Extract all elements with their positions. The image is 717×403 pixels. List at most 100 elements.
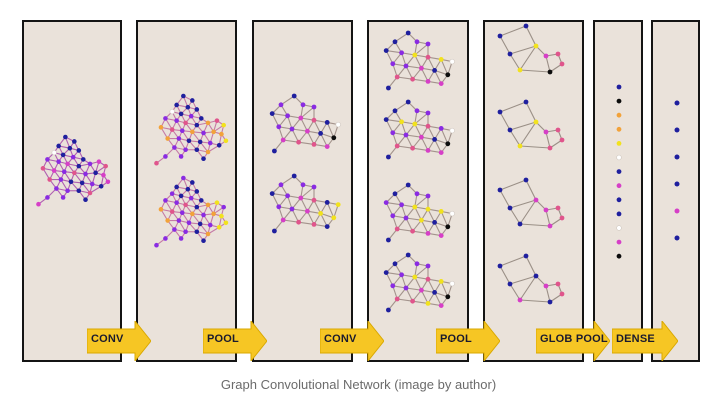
pool-arrow-2: POOL <box>436 321 500 361</box>
graph-edge <box>386 119 402 123</box>
graph-edge <box>385 50 394 65</box>
graph-edge <box>414 54 422 69</box>
graph-edge <box>283 139 299 143</box>
graph-node <box>425 276 431 282</box>
graph-node <box>183 120 188 126</box>
graph-edge <box>394 32 409 43</box>
graph-node <box>410 228 415 234</box>
graph-edge <box>440 128 449 145</box>
graph-edge <box>300 106 315 119</box>
graph-node <box>45 157 50 162</box>
graph-node <box>438 150 444 156</box>
graph-edge <box>394 101 409 112</box>
vector-node <box>674 154 680 160</box>
graph-node <box>311 184 317 190</box>
graph-node <box>214 118 220 123</box>
graph-node <box>276 124 282 130</box>
graph-node <box>178 154 184 159</box>
graph-node <box>201 238 206 244</box>
graph-edge <box>525 101 537 123</box>
graph-node <box>438 303 444 308</box>
graph-node <box>158 125 164 130</box>
graph-node <box>194 147 200 153</box>
graph-node <box>98 183 104 189</box>
graph-edge <box>326 202 335 219</box>
graph-node <box>383 270 389 275</box>
graph-node <box>392 108 398 114</box>
graph-node <box>324 120 330 125</box>
conv1-graph-top <box>154 93 229 166</box>
graph-edge <box>283 219 299 223</box>
graph-node <box>507 281 513 287</box>
graph-node <box>174 102 179 108</box>
graph-node <box>83 197 88 203</box>
graph-node <box>185 104 191 110</box>
graph-edge <box>420 136 429 151</box>
graph-node <box>211 211 216 217</box>
graph-node <box>405 99 411 105</box>
graph-node <box>205 202 211 208</box>
graph-node <box>70 154 76 160</box>
graph-node <box>291 173 297 179</box>
graph-edge <box>545 55 551 73</box>
gcn-diagram: CONV POOL CONV POOL GLOB POOL DENSE <box>22 20 700 362</box>
graph-edge <box>320 213 328 227</box>
graph-edge <box>271 113 280 128</box>
graph-node <box>412 274 418 280</box>
graph-edge <box>427 208 436 223</box>
graph-node <box>174 118 179 123</box>
vector-node <box>616 126 622 132</box>
graph-edge <box>405 134 422 138</box>
conv-arrow-2: CONV <box>320 321 384 361</box>
graph-node <box>40 166 46 171</box>
graph-node <box>165 218 170 223</box>
graph-edge <box>420 67 429 82</box>
graph-edge <box>509 129 521 147</box>
graph-node <box>60 195 66 200</box>
graph-node <box>289 126 295 132</box>
graph-node <box>425 54 431 60</box>
graph-edge <box>405 217 422 221</box>
graph-node <box>54 186 59 191</box>
graph-node <box>296 219 301 225</box>
graph-node <box>335 202 341 208</box>
graph-node <box>223 220 229 226</box>
graph-node <box>183 202 188 208</box>
graph-edge <box>420 289 429 304</box>
panel-dense-vector <box>651 20 700 362</box>
graph-edge <box>420 219 429 234</box>
graph-edge <box>545 285 551 303</box>
graph-node <box>51 168 57 173</box>
graph-node <box>169 191 175 196</box>
graph-node <box>311 222 317 227</box>
graph-node <box>555 51 561 57</box>
graph-node <box>179 210 185 216</box>
graph-edge <box>525 255 537 277</box>
graph-edge <box>519 199 537 225</box>
graph-node <box>438 57 444 62</box>
graph-node <box>419 217 424 223</box>
graph-node <box>278 182 284 188</box>
graph-node <box>410 145 415 151</box>
graph-edge <box>291 208 308 212</box>
graph-node <box>517 221 523 227</box>
graph-edge <box>412 147 429 151</box>
graph-node <box>559 215 565 221</box>
graph-node <box>412 52 418 58</box>
pool1-graph-bottom <box>269 173 341 234</box>
graph-node <box>533 197 539 203</box>
graph-node <box>383 117 389 122</box>
graph-node <box>186 220 192 226</box>
graph-node <box>76 188 82 194</box>
graph-node <box>272 228 277 234</box>
graph-edge <box>412 230 429 234</box>
pool2-graph-3 <box>497 177 565 229</box>
graph-node <box>181 93 186 99</box>
graph-node <box>163 198 168 203</box>
graph-node <box>403 132 409 138</box>
graph-node <box>56 159 61 164</box>
graph-node <box>61 169 67 175</box>
graph-edge <box>519 223 551 227</box>
graph-edge <box>499 265 511 285</box>
graph-edge <box>509 275 537 285</box>
